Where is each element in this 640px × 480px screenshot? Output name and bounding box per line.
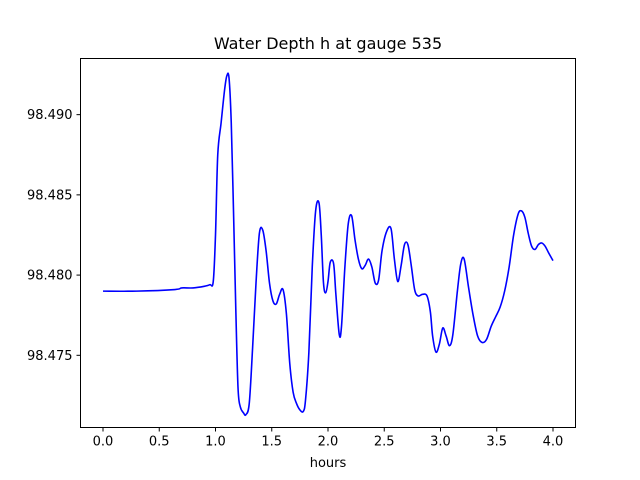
x-tick-label: 3.0 (430, 435, 451, 450)
x-tick-label: 0.0 (93, 435, 114, 450)
x-tick-label: 2.0 (318, 435, 339, 450)
chart-title: Water Depth h at gauge 535 (214, 34, 442, 53)
axes-layer: 0.0 0.5 1.0 1.5 2.0 2.5 3.0 3.5 4.0 98.475 98.480 9… (27, 108, 563, 449)
y-tick-label: 98.490 (27, 108, 73, 123)
x-axis-label: hours (310, 456, 347, 471)
x-tick-label: 1.5 (261, 435, 282, 450)
y-tick-label: 98.485 (27, 188, 73, 203)
series-line (102, 72, 554, 417)
plot-layer (102, 72, 554, 417)
x-tick-label: 3.5 (486, 435, 507, 450)
y-tick-label: 98.480 (27, 269, 73, 284)
x-tick-label: 0.5 (149, 435, 170, 450)
plot-frame (80, 58, 576, 428)
x-tick-label: 4.0 (543, 435, 564, 450)
x-tick-label: 2.5 (374, 435, 395, 450)
x-tick-label: 1.0 (205, 435, 226, 450)
y-tick-label: 98.475 (27, 349, 73, 364)
